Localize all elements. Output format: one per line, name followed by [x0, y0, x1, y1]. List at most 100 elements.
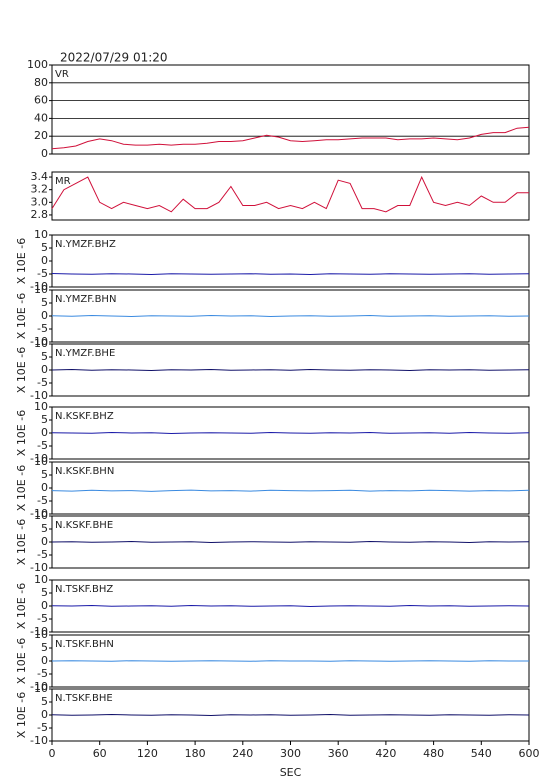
y-tick-label: -10: [30, 280, 48, 293]
x-tick-label: 240: [232, 747, 253, 760]
y-tick-label: 0: [41, 426, 48, 439]
y-axis-label: X 10E -6: [15, 583, 28, 629]
data-line: [51, 273, 530, 276]
y-tick-label: 60: [34, 94, 48, 107]
chart-title: 2022/07/29 01:20: [60, 51, 168, 65]
x-tick-label: 180: [185, 747, 206, 760]
y-tick-label: 0: [41, 254, 48, 267]
panel-label: N.KSKF.BHN: [55, 466, 114, 477]
panel-label: N.YMZF.BHE: [55, 348, 115, 359]
y-tick-label: -5: [37, 667, 48, 680]
y-tick-label: 40: [34, 111, 48, 124]
y-axis-label: X 10E -6: [15, 465, 28, 511]
y-tick-label: -10: [30, 507, 48, 520]
panel-label: N.TSKF.BHN: [55, 639, 114, 650]
y-tick-label: -10: [30, 680, 48, 693]
y-tick-label: -5: [37, 548, 48, 561]
y-tick-label: 5: [41, 522, 48, 535]
panel-label: N.KSKF.BHE: [55, 520, 113, 531]
y-tick-label: 5: [41, 641, 48, 654]
y-tick-label: 10: [34, 455, 48, 468]
y-tick-label: 10: [34, 682, 48, 695]
panel-frame: [51, 64, 530, 155]
data-line: [51, 175, 529, 213]
data-line: [51, 489, 530, 492]
y-tick-label: -10: [30, 335, 48, 348]
y-tick-label: 3.2: [31, 183, 49, 196]
y-tick-label: -5: [37, 376, 48, 389]
panel-frame: [51, 171, 530, 221]
y-tick-label: -10: [30, 734, 48, 747]
x-tick-label: 540: [471, 747, 492, 760]
x-tick-label: 600: [519, 747, 540, 760]
y-tick-label: 2.8: [31, 208, 49, 221]
x-tick-label: 420: [375, 747, 396, 760]
y-tick-label: -5: [37, 267, 48, 280]
data-line: [51, 713, 530, 717]
y-tick-label: -10: [30, 452, 48, 465]
y-tick-label: 10: [34, 400, 48, 413]
y-tick-label: 0: [41, 481, 48, 494]
panel-label: MR: [55, 176, 71, 187]
panel-label: N.KSKF.BHZ: [55, 411, 114, 422]
y-tick-label: 0: [41, 363, 48, 376]
y-tick-label: -10: [30, 561, 48, 574]
y-axis-label: X 10E -6: [15, 638, 28, 684]
y-tick-label: 20: [34, 129, 48, 142]
x-tick-label: 0: [49, 747, 56, 760]
y-tick-label: -5: [37, 494, 48, 507]
y-tick-label: 10: [34, 228, 48, 241]
y-tick-label: -5: [37, 612, 48, 625]
y-tick-label: -10: [30, 389, 48, 402]
y-tick-label: 0: [41, 654, 48, 667]
y-tick-label: 0: [41, 708, 48, 721]
x-axis-label: SEC: [280, 766, 302, 779]
data-line: [51, 126, 530, 150]
panel-frame: [51, 461, 530, 515]
y-axis-label: X 10E -6: [15, 238, 28, 284]
y-tick-label: 3.4: [31, 170, 49, 183]
y-tick-label: 0: [41, 309, 48, 322]
y-tick-label: -5: [37, 721, 48, 734]
y-tick-label: 10: [34, 573, 48, 586]
y-axis-label: X 10E -6: [15, 410, 28, 456]
data-line: [51, 540, 530, 544]
y-tick-label: 10: [34, 509, 48, 522]
y-tick-label: 10: [34, 337, 48, 350]
y-tick-label: 3.0: [31, 195, 49, 208]
y-tick-label: 5: [41, 695, 48, 708]
data-line: [51, 314, 530, 318]
y-axis-label: X 10E -6: [15, 347, 28, 393]
x-tick-label: 360: [328, 747, 349, 760]
y-tick-label: -5: [37, 322, 48, 335]
data-line: [51, 660, 529, 662]
data-line: [51, 368, 530, 372]
y-tick-label: 5: [41, 241, 48, 254]
y-tick-label: -10: [30, 625, 48, 638]
panel-label: N.YMZF.BHN: [55, 294, 116, 305]
y-tick-label: 0: [41, 535, 48, 548]
y-tick-label: 0: [41, 147, 48, 160]
y-tick-label: 5: [41, 468, 48, 481]
y-tick-label: 5: [41, 413, 48, 426]
data-line: [51, 604, 530, 608]
y-tick-label: 10: [34, 628, 48, 641]
y-axis-label: X 10E -6: [15, 293, 28, 339]
y-tick-label: 0: [41, 599, 48, 612]
panel-label: N.YMZF.BHZ: [55, 239, 116, 250]
x-tick-label: 300: [280, 747, 301, 760]
y-tick-label: 10: [34, 283, 48, 296]
x-tick-label: 60: [93, 747, 107, 760]
x-tick-label: 480: [423, 747, 444, 760]
panel-label: VR: [55, 69, 69, 80]
y-tick-label: 80: [34, 76, 48, 89]
panel-frame: [51, 234, 530, 288]
y-tick-label: 5: [41, 586, 48, 599]
data-line: [51, 431, 530, 435]
panel-label: N.TSKF.BHZ: [55, 584, 113, 595]
y-tick-label: -5: [37, 439, 48, 452]
y-axis-label: X 10E -6: [15, 519, 28, 565]
y-tick-label: 5: [41, 296, 48, 309]
x-tick-label: 120: [137, 747, 158, 760]
